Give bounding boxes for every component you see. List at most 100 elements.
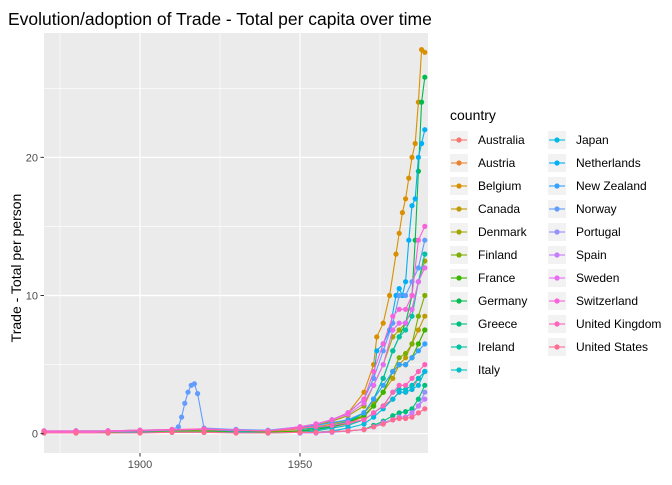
data-point <box>390 417 396 423</box>
data-point <box>409 414 415 420</box>
data-point <box>329 417 335 423</box>
data-point <box>422 49 428 55</box>
data-point <box>409 386 415 392</box>
data-point <box>179 414 185 420</box>
panel-background <box>44 33 428 453</box>
data-point <box>403 409 409 415</box>
legend-item: France <box>450 269 516 287</box>
data-point <box>371 403 377 409</box>
data-point <box>403 389 409 395</box>
data-point <box>393 251 399 257</box>
data-point <box>403 306 409 312</box>
legend-label: Greece <box>478 317 518 331</box>
legend-item: United States <box>548 338 648 356</box>
legend-key-point <box>554 344 560 350</box>
legend-item: United Kingdom <box>548 315 661 333</box>
data-point <box>396 306 402 312</box>
data-point <box>396 389 402 395</box>
data-point <box>409 313 415 319</box>
legend-item: Ireland <box>450 338 515 356</box>
legend-label: Italy <box>478 363 500 377</box>
data-point <box>371 414 377 420</box>
data-point <box>396 415 402 422</box>
data-point <box>415 375 421 381</box>
data-point <box>422 223 428 229</box>
data-point <box>415 313 421 319</box>
data-point <box>380 375 386 381</box>
data-point <box>361 426 367 433</box>
data-point <box>396 286 402 292</box>
data-point <box>105 430 111 436</box>
legend-label: Denmark <box>478 225 528 239</box>
data-point <box>415 154 421 160</box>
legend-item: Netherlands <box>548 154 641 172</box>
data-point <box>195 391 201 397</box>
data-point <box>390 348 396 354</box>
legend-item: Austria <box>450 154 516 172</box>
legend-item: Greece <box>450 315 518 333</box>
legend-item: Germany <box>450 292 527 310</box>
data-point <box>361 389 367 395</box>
data-point <box>409 410 415 416</box>
data-point <box>380 348 386 354</box>
data-point <box>422 292 428 299</box>
data-point <box>380 341 386 347</box>
legend-item: Norway <box>548 200 617 218</box>
legend-item: Belgium <box>450 177 521 195</box>
legend-item: Denmark <box>450 223 528 241</box>
legend-key-point <box>456 137 462 143</box>
legend-key-point <box>554 252 560 258</box>
data-point <box>406 175 412 181</box>
data-point <box>409 355 415 361</box>
data-point <box>415 403 421 409</box>
data-point <box>409 306 415 312</box>
data-point <box>415 348 421 354</box>
data-point <box>409 406 415 412</box>
data-point <box>297 429 303 435</box>
data-point <box>390 368 396 375</box>
legend-label: France <box>478 271 516 285</box>
legend-key-point <box>456 252 462 258</box>
data-point <box>390 320 396 326</box>
data-point <box>175 424 181 430</box>
data-point <box>371 368 377 375</box>
legend-label: New Zealand <box>576 179 647 193</box>
data-point <box>422 389 428 395</box>
legend-label: United Kingdom <box>576 317 661 331</box>
data-point <box>380 362 386 368</box>
data-point <box>396 292 402 299</box>
data-point <box>390 396 396 402</box>
data-point <box>396 410 402 416</box>
data-point <box>396 362 402 368</box>
data-point <box>371 375 377 381</box>
legend-label: Portugal <box>576 225 621 239</box>
data-point <box>415 327 421 333</box>
legend-key-point <box>456 183 462 189</box>
data-point <box>396 327 402 333</box>
data-point <box>191 381 197 387</box>
data-point <box>422 251 428 257</box>
data-point <box>345 420 351 426</box>
data-point <box>409 203 415 209</box>
y-axis-label: Trade - Total per person <box>8 194 24 343</box>
data-point <box>380 389 386 395</box>
data-point <box>415 410 421 416</box>
data-point <box>185 389 191 395</box>
legend-label: Ireland <box>478 340 515 354</box>
data-point <box>406 237 412 243</box>
data-point <box>380 382 386 388</box>
data-point <box>297 425 303 431</box>
data-point <box>415 368 421 375</box>
data-point <box>422 327 428 333</box>
data-point <box>41 430 47 436</box>
legend-key-point <box>554 298 560 304</box>
data-point <box>403 350 409 357</box>
legend-key-point <box>554 229 560 235</box>
data-point <box>415 382 421 388</box>
data-point <box>403 292 409 299</box>
data-point <box>345 410 351 416</box>
x-tick-label: 1950 <box>288 459 312 471</box>
data-point <box>403 320 409 326</box>
